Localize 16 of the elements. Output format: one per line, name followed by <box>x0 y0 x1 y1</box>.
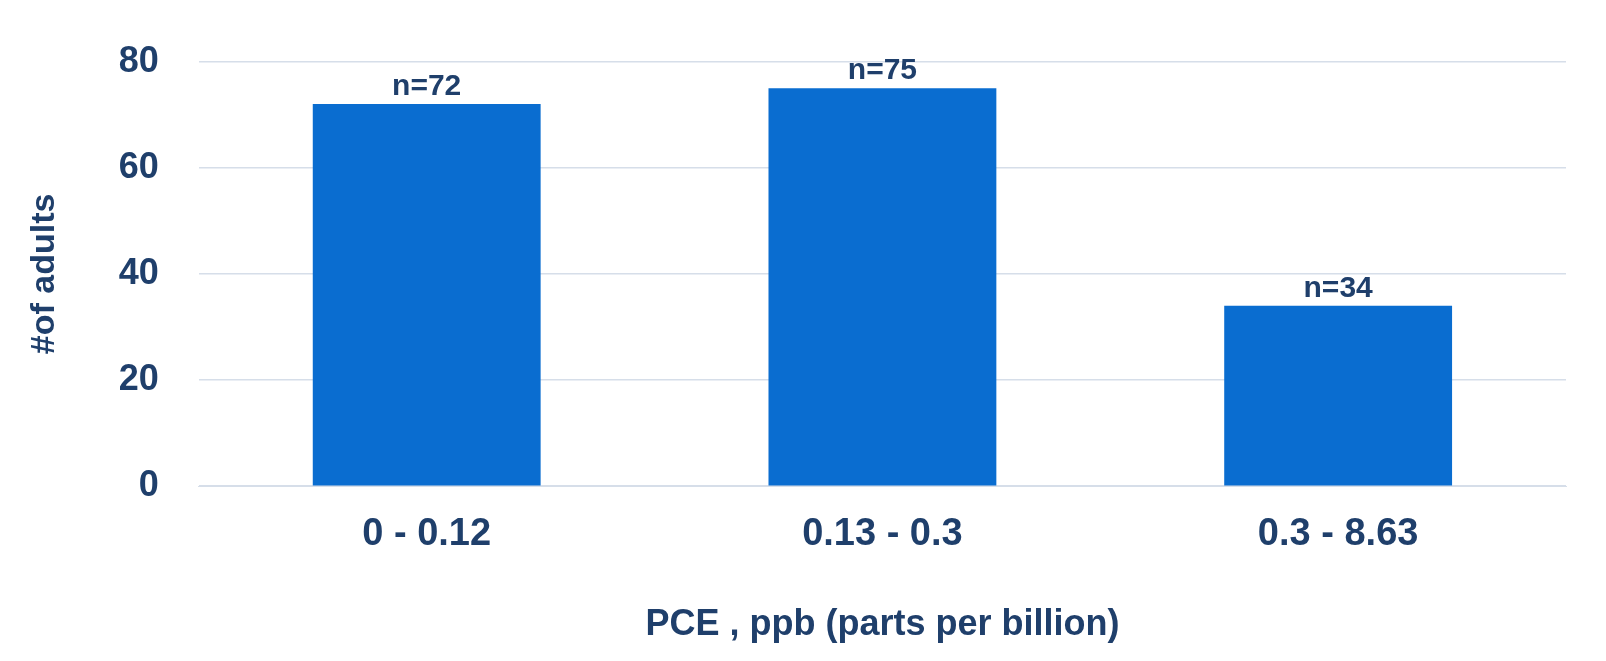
x-axis-title: PCE , ppb (parts per billion) <box>645 602 1120 644</box>
bar <box>312 104 541 486</box>
y-tick-label: 0 <box>138 463 159 505</box>
y-tick-label: 80 <box>118 38 159 80</box>
y-axis-title: #of adults <box>22 193 61 355</box>
x-tick-label: 0 - 0.12 <box>362 511 492 554</box>
bar <box>1224 305 1453 486</box>
y-tick-label: 20 <box>118 356 159 398</box>
y-tick-label: 40 <box>118 250 159 292</box>
y-tick-label: 60 <box>118 144 159 186</box>
bar <box>768 88 997 486</box>
x-tick-label: 0.3 - 8.63 <box>1257 511 1419 554</box>
x-tick-label: 0.13 - 0.3 <box>802 511 963 554</box>
data-label: n=75 <box>847 52 918 86</box>
data-label: n=34 <box>1303 270 1374 304</box>
data-label: n=72 <box>392 68 462 102</box>
